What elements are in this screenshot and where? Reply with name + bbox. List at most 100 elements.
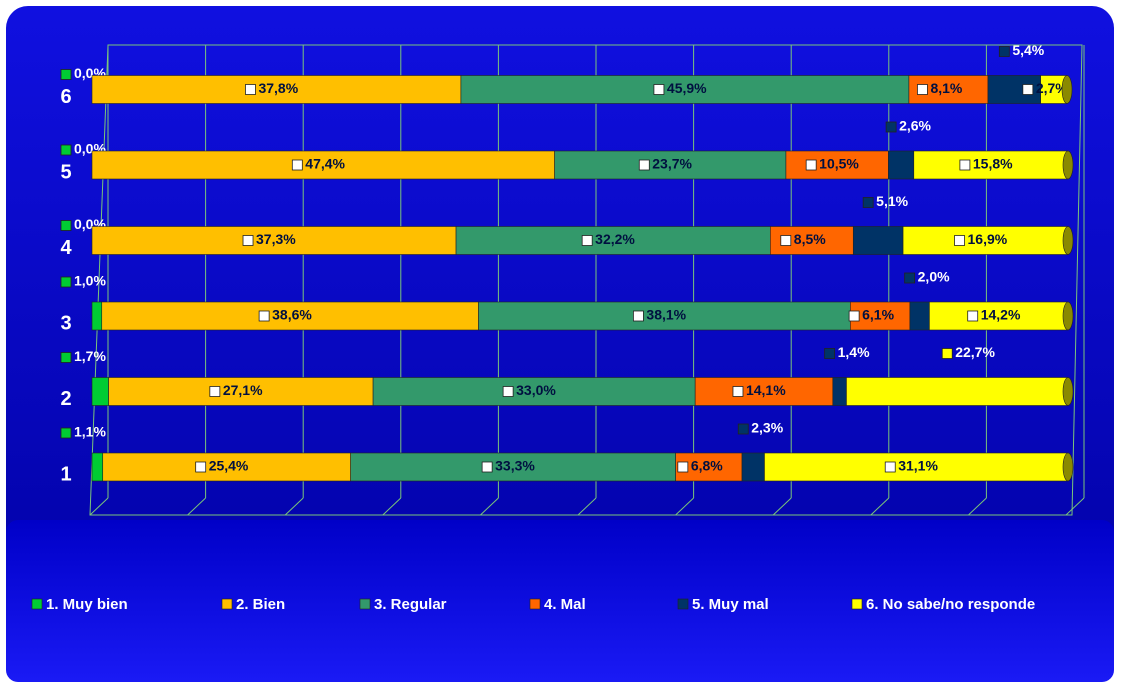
value-label: 15,8%	[973, 156, 1013, 172]
value-label: 2,0%	[918, 269, 950, 285]
bar-cap	[1062, 377, 1074, 406]
legend-key	[677, 598, 689, 610]
legend-label: 3. Regular	[374, 596, 447, 613]
value-label: 37,3%	[256, 231, 296, 247]
label-key	[653, 84, 665, 95]
y-tick-label: 5	[60, 161, 71, 183]
label-key	[780, 235, 792, 246]
bar-segment	[91, 75, 462, 104]
y-tick-label: 2	[60, 388, 71, 410]
floor-line	[480, 497, 499, 516]
label-key	[904, 272, 916, 284]
value-label: 38,6%	[272, 307, 312, 323]
bar-cap	[1062, 301, 1074, 331]
label-key	[638, 159, 650, 171]
value-label: 8,1%	[930, 80, 962, 96]
value-label: 6,8%	[691, 458, 723, 474]
value-label: 2,6%	[899, 118, 931, 134]
y-tick-label: 1	[60, 463, 71, 485]
y-tick-label: 4	[60, 237, 72, 259]
value-label: 22,7%	[955, 344, 995, 360]
bar-segment	[785, 150, 889, 180]
label-key	[60, 220, 72, 231]
bar-segment	[91, 226, 457, 255]
label-key	[245, 84, 256, 95]
legend-key	[31, 598, 43, 610]
bar-segment	[554, 150, 787, 180]
label-key	[824, 348, 836, 359]
label-key	[60, 69, 72, 80]
label-key	[862, 197, 874, 208]
bar-segment	[478, 301, 851, 331]
label-key	[884, 461, 896, 473]
bar-segment	[91, 377, 109, 406]
bar-segment	[741, 452, 765, 482]
label-key	[258, 310, 270, 322]
floor-line	[89, 497, 109, 516]
label-key	[998, 46, 1010, 57]
label-key	[633, 310, 644, 322]
bar-segment	[850, 301, 911, 331]
label-key	[60, 427, 72, 439]
bar-segment	[91, 150, 555, 180]
legend-label: 2. Bien	[236, 596, 285, 613]
label-key	[502, 386, 514, 397]
label-key	[242, 235, 254, 246]
value-label: 38,1%	[646, 307, 686, 323]
legend-label: 4. Mal	[544, 596, 586, 613]
value-label: 23,7%	[652, 156, 692, 172]
floor-line	[675, 497, 694, 516]
bar-segment	[91, 452, 104, 482]
value-label: 27,1%	[223, 382, 263, 398]
plot-frame	[89, 44, 1083, 516]
value-label: 8,5%	[794, 231, 826, 247]
bar-segment	[929, 301, 1069, 331]
floor-line	[284, 497, 304, 516]
bar-cap	[1062, 150, 1074, 180]
bar-segment	[846, 377, 1069, 406]
legend-label: 6. No sabe/no responde	[866, 596, 1035, 613]
bar-cap	[1061, 75, 1073, 104]
label-key	[60, 352, 72, 363]
label-key	[959, 159, 971, 171]
value-label: 37,8%	[258, 80, 298, 96]
legend-label: 1. Muy bien	[46, 596, 128, 613]
floor-line	[577, 497, 597, 516]
legend-key	[529, 598, 541, 610]
value-label: 45,9%	[667, 80, 707, 96]
legend-key	[359, 598, 371, 610]
bar-segment	[102, 452, 351, 482]
label-key	[805, 159, 817, 171]
floor-line	[968, 497, 987, 516]
label-key	[209, 386, 221, 397]
value-label: 1,1%	[74, 424, 106, 440]
value-label: 2,7%	[1036, 80, 1068, 96]
value-label: 32,2%	[595, 231, 635, 247]
value-label: 5,4%	[1012, 42, 1044, 58]
label-key	[954, 235, 965, 246]
value-label: 1,4%	[838, 344, 870, 360]
label-key	[732, 386, 744, 397]
value-label: 10,5%	[819, 156, 859, 172]
bar-segment	[350, 452, 676, 482]
label-key	[848, 310, 860, 322]
label-key	[677, 461, 689, 473]
bar-segment	[832, 377, 847, 406]
bar-segment	[460, 75, 910, 104]
bar-segment	[909, 301, 930, 331]
label-key	[737, 423, 749, 435]
legend-key	[221, 598, 233, 610]
value-label: 47,4%	[305, 156, 345, 172]
label-key	[481, 461, 493, 473]
bar-segment	[694, 377, 834, 406]
label-key	[581, 235, 593, 246]
floor-line	[1065, 497, 1085, 516]
value-label: 14,1%	[746, 382, 786, 398]
bar-cap	[1062, 226, 1074, 255]
bar-segment	[913, 150, 1069, 180]
value-label: 1,7%	[74, 348, 106, 364]
bar-segment	[108, 377, 374, 406]
value-label: 31,1%	[898, 458, 938, 474]
value-label: 5,1%	[876, 193, 908, 209]
